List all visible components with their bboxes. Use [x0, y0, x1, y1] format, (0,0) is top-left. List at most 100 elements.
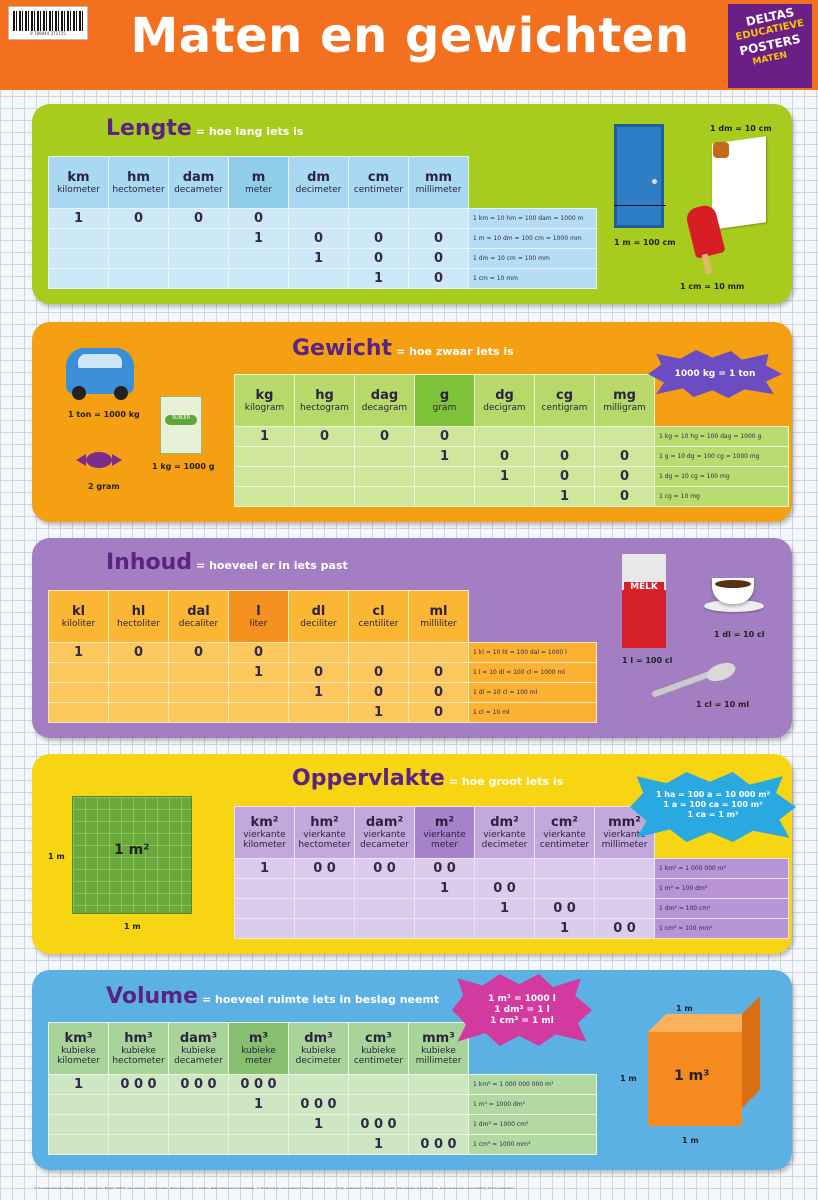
- digit-cell: [234, 878, 295, 899]
- digit-cell: [168, 268, 229, 289]
- digit-cell: 0 0 0: [348, 1114, 409, 1135]
- digit-cell: [108, 662, 169, 683]
- conversion-equation: 1 cg = 10 mg: [654, 486, 789, 507]
- digit-cell: 0: [288, 228, 349, 249]
- digit-cell: [108, 1134, 169, 1155]
- unit-header-cell: dg decigram: [474, 374, 535, 427]
- candy-icon: [76, 452, 122, 468]
- digit-cell: [234, 466, 295, 487]
- digit-cell: [408, 1074, 469, 1095]
- caption-candy: 2 gram: [88, 482, 120, 491]
- coffee-cup-icon: [712, 578, 754, 604]
- unit-full-name: centiliter: [358, 619, 399, 629]
- saucer-icon: [704, 600, 764, 612]
- conversion-equation: 1 dg = 10 cg = 100 mg: [654, 466, 789, 487]
- digit-cell: [354, 878, 415, 899]
- digit-cell: 1: [228, 662, 289, 683]
- unit-abbr: dag: [370, 388, 399, 403]
- caption-milk: 1 l = 100 cl: [622, 656, 673, 665]
- digit-cell: [234, 486, 295, 507]
- unit-full-name: decimeter: [295, 185, 342, 195]
- unit-full-name: kiloliter: [61, 619, 96, 629]
- subtitle-text: = hoe groot iets is: [448, 775, 564, 788]
- caption-door: 1 m = 100 cm: [614, 238, 676, 247]
- title-text: Volume: [106, 984, 198, 1009]
- unit-full-name: decagram: [361, 403, 408, 413]
- unit-header-cell: mm² vierkante millimeter: [594, 806, 655, 859]
- table-inhoud: kl kiloliter hl hectoliter dal decaliter l lite…: [48, 590, 597, 723]
- unit-abbr: cg: [555, 388, 573, 403]
- digit-cell: [48, 248, 109, 269]
- unit-abbr: dm: [307, 170, 330, 185]
- caption-cube-top: 1 m: [676, 1004, 693, 1013]
- digit-cell: [354, 486, 415, 507]
- conversion-equation: 1 g = 10 dg = 100 cg = 1000 mg: [654, 446, 789, 467]
- unit-abbr: dl: [311, 604, 326, 619]
- table-volume: km³ kubieke kilometer hm³ kubieke hectomete…: [48, 1022, 597, 1155]
- digit-cell: [288, 1074, 349, 1095]
- unit-full-name: kubieke kilometer: [57, 1046, 100, 1066]
- conversion-equation: 1 dl = 10 cl = 100 ml: [468, 682, 597, 703]
- unit-header-cell: dam² vierkante decameter: [354, 806, 415, 859]
- conversion-equation: 1 m = 10 dm = 100 cm = 1000 mm: [468, 228, 597, 249]
- burst-line: 1 ca = 1 m²: [687, 810, 739, 819]
- car-icon: [66, 348, 134, 400]
- unit-abbr: dam³: [179, 1031, 218, 1046]
- digit-cell: [288, 702, 349, 723]
- digit-cell: 1: [234, 426, 295, 447]
- digit-cell: 0: [228, 208, 289, 229]
- unit-abbr: km²: [250, 815, 279, 830]
- digit-cell: [474, 426, 535, 447]
- unit-abbr: cm³: [365, 1031, 392, 1046]
- unit-full-name: liter: [249, 619, 268, 629]
- digit-cell: [408, 208, 469, 229]
- digit-cell: [48, 1114, 109, 1135]
- subtitle-text: = hoe zwaar iets is: [396, 345, 514, 358]
- digit-cell: 1: [48, 208, 109, 229]
- caption-car: 1 ton = 1000 kg: [68, 410, 140, 419]
- digit-cell: 0: [168, 208, 229, 229]
- sugar-box-icon: SUIKER: [160, 396, 202, 454]
- digit-cell: 0: [534, 446, 595, 467]
- digit-cell: 0: [348, 662, 409, 683]
- digit-cell: [534, 878, 595, 899]
- unit-abbr: dam²: [365, 815, 404, 830]
- digit-cell: [108, 268, 169, 289]
- digit-cell: [474, 858, 535, 879]
- digit-cell: [168, 682, 229, 703]
- unit-abbr: kl: [71, 604, 86, 619]
- digit-cell: [474, 486, 535, 507]
- digit-cell: [354, 918, 415, 939]
- digit-cell: 0: [474, 446, 535, 467]
- digit-cell: [354, 466, 415, 487]
- subtitle-text: = hoe lang iets is: [195, 125, 304, 138]
- digit-cell: [594, 898, 655, 919]
- unit-abbr: dm²: [490, 815, 519, 830]
- conversion-equation: 1 dm³ = 1000 cm³: [468, 1114, 597, 1135]
- digit-cell: [228, 702, 289, 723]
- cube-side-icon: [742, 996, 760, 1108]
- unit-abbr: m²: [434, 815, 455, 830]
- digit-cell: [408, 1094, 469, 1115]
- digit-cell: 0: [594, 466, 655, 487]
- digit-cell: 0 0: [534, 898, 595, 919]
- unit-abbr: hl: [131, 604, 146, 619]
- digit-cell: 0 0: [354, 858, 415, 879]
- unit-header-cell: cl centiliter: [348, 590, 409, 643]
- conversion-equation: 1 dm² = 100 cm²: [654, 898, 789, 919]
- digit-cell: 1: [234, 858, 295, 879]
- conversion-equation: 1 cl = 10 ml: [468, 702, 597, 723]
- digit-cell: [48, 702, 109, 723]
- section-title-gewicht: Gewicht = hoe zwaar iets is: [292, 336, 514, 361]
- caption-cube-bottom: 1 m: [682, 1136, 699, 1145]
- unit-full-name: vierkante centimeter: [539, 830, 590, 850]
- conversion-equation: 1 km = 10 hm = 100 dam = 1000 m: [468, 208, 597, 229]
- milk-label: MELK: [624, 582, 664, 592]
- unit-abbr: hm²: [310, 815, 339, 830]
- unit-full-name: vierkante meter: [423, 830, 466, 850]
- digit-cell: 1: [414, 446, 475, 467]
- barcode-number: 9 789044 371715: [30, 31, 66, 36]
- digit-cell: 0: [408, 228, 469, 249]
